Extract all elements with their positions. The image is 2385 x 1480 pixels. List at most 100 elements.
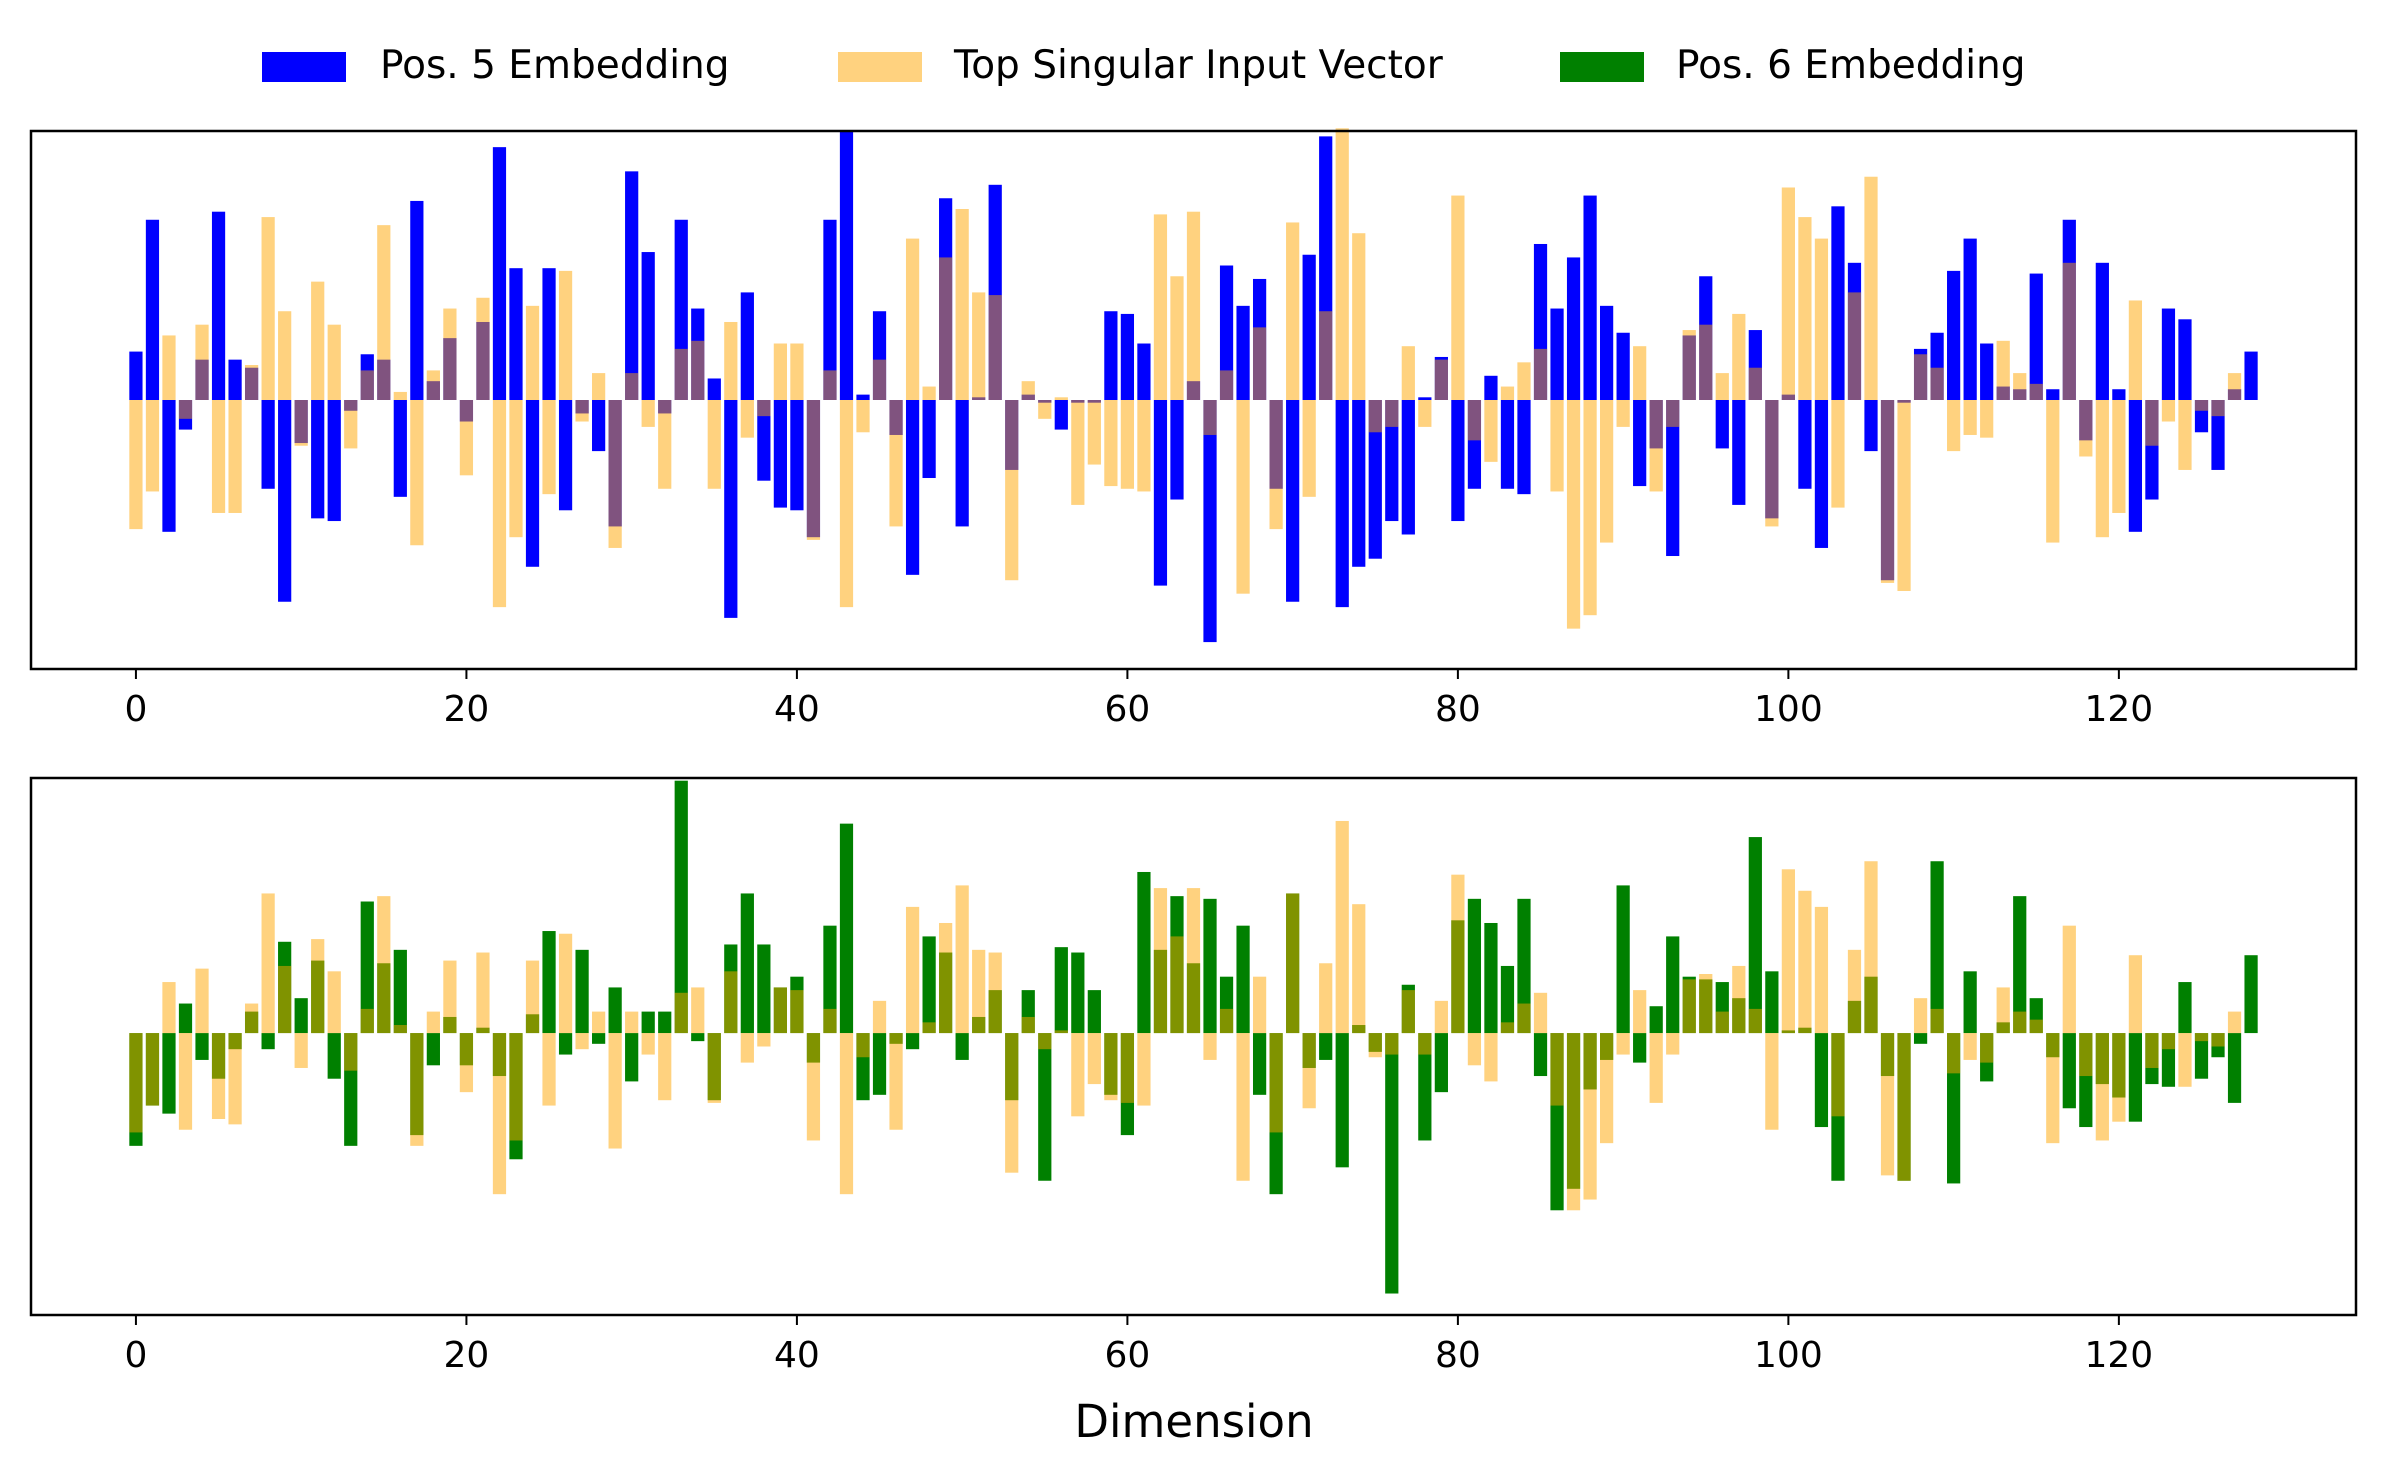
bottom-bar-top-singular-input-vector-100 [1781,869,1795,1034]
bottom-bar-top-singular-input-vector-95 [1699,974,1713,1034]
top-bar-top-singular-input-vector-88 [1583,400,1597,616]
top-panel-frame [29,129,2358,671]
top-bar-pos-5-embedding-76 [1385,400,1399,522]
bottom-bar-top-singular-input-vector-101 [1798,890,1812,1034]
bottom-bar-top-singular-input-vector-84 [1517,1003,1531,1034]
top-bar-top-singular-input-vector-106 [1880,400,1895,583]
top-bar-pos-5-embedding-37 [740,292,754,400]
top-bar-top-singular-input-vector-108 [1913,354,1928,400]
top-bar-top-singular-input-vector-9 [278,311,292,400]
top-bar-pos-5-embedding-23 [509,268,523,400]
bottom-bar-pos-6-embedding-45 [872,1033,887,1095]
bottom-bar-top-singular-input-vector-76 [1385,1033,1399,1055]
top-x-tick-label-120: 120 [2085,689,2154,730]
top-bar-top-singular-input-vector-122 [2145,400,2159,446]
top-bar-top-singular-input-vector-124 [2178,400,2192,470]
top-bar-top-singular-input-vector-36 [724,321,738,400]
top-bar-top-singular-input-vector-92 [1649,400,1663,492]
top-bar-top-singular-input-vector-11 [311,281,325,400]
top-bar-top-singular-input-vector-116 [2046,400,2060,543]
top-bar-top-singular-input-vector-56 [1054,397,1068,400]
top-bar-pos-5-embedding-59 [1104,311,1118,400]
top-bar-top-singular-input-vector-64 [1186,211,1201,400]
top-bar-top-singular-input-vector-25 [542,400,556,495]
bottom-bar-top-singular-input-vector-5 [211,1033,226,1119]
bottom-bar-pos-6-embedding-31 [641,1011,655,1034]
bottom-bar-top-singular-input-vector-33 [674,992,688,1034]
top-bar-pos-5-embedding-6 [228,359,242,400]
bottom-bar-top-singular-input-vector-39 [773,987,787,1034]
bottom-bar-pos-6-embedding-79 [1434,1033,1448,1093]
bottom-bar-pos-6-embedding-83 [1500,965,1515,1034]
bottom-bar-top-singular-input-vector-70 [1286,893,1300,1034]
bottom-bar-pos-6-embedding-85 [1533,1033,1548,1077]
top-bar-pos-5-embedding-124 [2178,319,2192,400]
bottom-bar-pos-6-embedding-29 [608,987,622,1034]
bottom-bar-pos-6-embedding-27 [575,949,589,1034]
bottom-bar-top-singular-input-vector-8 [261,893,275,1034]
bottom-bar-top-singular-input-vector-117 [2062,925,2076,1034]
bottom-bar-top-singular-input-vector-26 [558,933,573,1034]
bottom-bar-top-singular-input-vector-14 [360,1008,374,1034]
bottom-bar-pos-6-embedding-2 [162,1033,176,1114]
top-bar-top-singular-input-vector-68 [1252,327,1267,400]
top-bar-pos-5-embedding-110 [1947,270,1961,400]
top-bar-pos-5-embedding-31 [641,252,655,400]
top-bar-top-singular-input-vector-60 [1120,400,1135,489]
top-bar-top-singular-input-vector-29 [608,400,622,548]
bottom-bar-top-singular-input-vector-107 [1897,1033,1911,1181]
top-bar-top-singular-input-vector-83 [1500,386,1515,400]
top-bar-pos-5-embedding-75 [1368,400,1382,559]
top-bar-pos-5-embedding-61 [1137,343,1151,400]
top-bar-top-singular-input-vector-14 [360,370,374,400]
top-bar-top-singular-input-vector-72 [1319,311,1333,400]
top-bar-top-singular-input-vector-1 [145,400,160,492]
bottom-bar-top-singular-input-vector-31 [641,1033,655,1055]
bottom-bar-pos-6-embedding-117 [2062,1033,2076,1109]
top-bar-top-singular-input-vector-75 [1368,400,1382,433]
top-bar-top-singular-input-vector-30 [625,373,639,400]
bottom-bar-top-singular-input-vector-121 [2128,955,2143,1034]
bottom-bar-pos-6-embedding-34 [691,1033,705,1042]
top-bar-top-singular-input-vector-102 [1814,238,1829,400]
bottom-bar-pos-6-embedding-125 [2194,1033,2209,1079]
top-bar-pos-5-embedding-1 [145,219,160,400]
bottom-bar-top-singular-input-vector-110 [1947,1033,1961,1074]
bottom-panel: 0 20 40 60 80 100 120 [29,776,2358,1376]
bottom-bar-top-singular-input-vector-15 [377,896,391,1034]
top-bar-top-singular-input-vector-44 [856,400,870,433]
bottom-bar-top-singular-input-vector-114 [2013,1011,2027,1034]
top-bar-top-singular-input-vector-61 [1137,400,1151,492]
bottom-bar-pos-6-embedding-8 [261,1033,275,1050]
bottom-bar-pos-6-embedding-93 [1666,936,1680,1034]
bottom-bar-pos-6-embedding-26 [558,1033,573,1055]
bottom-bar-top-singular-input-vector-66 [1219,1008,1234,1034]
bottom-bar-pos-6-embedding-30 [625,1033,639,1082]
top-bar-top-singular-input-vector-7 [244,365,259,400]
top-bar-pos-5-embedding-84 [1517,400,1531,495]
bottom-bar-top-singular-input-vector-71 [1302,1033,1316,1109]
bottom-bar-top-singular-input-vector-113 [1996,987,2010,1034]
bottom-bar-pos-6-embedding-38 [757,944,771,1034]
top-bar-top-singular-input-vector-59 [1104,400,1118,487]
bottom-bar-pos-6-embedding-14 [360,901,374,1034]
top-bar-top-singular-input-vector-115 [2029,383,2043,400]
bottom-bar-pos-6-embedding-55 [1038,1033,1052,1181]
bottom-bar-top-singular-input-vector-87 [1566,1033,1581,1211]
bottom-bar-top-singular-input-vector-85 [1533,992,1548,1034]
top-bar-top-singular-input-vector-48 [922,386,936,400]
top-bar-top-singular-input-vector-5 [211,400,226,513]
bottom-bar-pos-6-embedding-114 [2013,896,2027,1034]
top-bar-top-singular-input-vector-38 [757,400,771,417]
bottom-bar-top-singular-input-vector-11 [311,939,325,1034]
top-bar-top-singular-input-vector-65 [1203,400,1217,435]
top-bar-pos-5-embedding-12 [327,400,341,522]
bottom-bar-top-singular-input-vector-115 [2029,1019,2043,1034]
bottom-bar-pos-6-embedding-73 [1335,1033,1349,1168]
top-bar-top-singular-input-vector-84 [1517,362,1531,400]
bottom-bar-top-singular-input-vector-81 [1467,1033,1482,1066]
top-bar-top-singular-input-vector-109 [1930,367,1944,400]
bottom-bar-top-singular-input-vector-68 [1252,976,1267,1034]
top-bar-top-singular-input-vector-120 [2112,400,2126,513]
bottom-bar-top-singular-input-vector-106 [1880,1033,1895,1176]
